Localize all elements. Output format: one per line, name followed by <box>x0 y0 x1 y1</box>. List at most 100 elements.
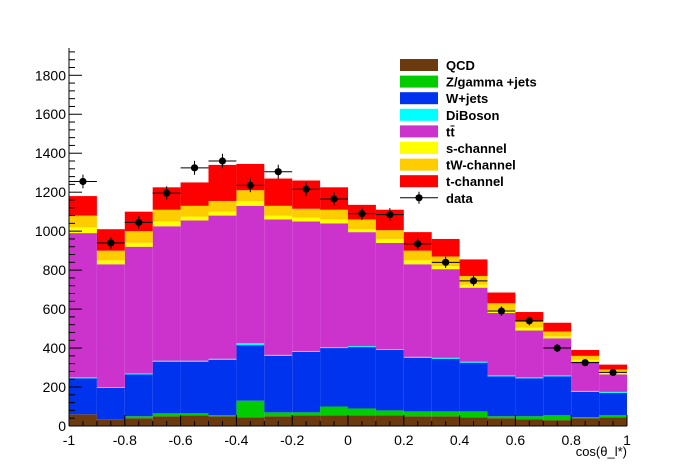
bar-tt-17 <box>543 338 572 376</box>
bar-diboson-7 <box>264 354 293 356</box>
bar-diboson-8 <box>292 350 321 352</box>
bar-w-jets-3 <box>152 361 181 414</box>
bar-s-channel-7 <box>264 215 293 220</box>
bar-w-jets-13 <box>431 358 460 412</box>
legend-entry-s-channel: s-channel <box>400 141 507 156</box>
bar-w-jets-9 <box>320 348 348 407</box>
data-marker-8 <box>302 185 310 193</box>
bar-diboson-2 <box>124 373 153 375</box>
legend-label-tw-channel: tW-channel <box>446 158 516 173</box>
bar-t-channel-19 <box>599 364 627 370</box>
stacked-bars <box>69 163 627 426</box>
bar-w-jets-12 <box>403 357 432 412</box>
x-tick-label-3: -0.4 <box>224 432 248 448</box>
bar-s-channel-14 <box>459 284 488 288</box>
bar-tw-channel-12 <box>403 250 432 261</box>
data-marker-15 <box>497 307 506 315</box>
bar-z-gamma-jets-9 <box>320 406 348 416</box>
data-point-16 <box>515 316 544 326</box>
legend-entry-w-jets: W+jets <box>400 91 488 106</box>
x-tick-label-6: 0.2 <box>394 432 414 448</box>
data-point-1 <box>96 237 125 249</box>
data-marker-11 <box>386 210 394 219</box>
bar-w-jets-18 <box>571 391 600 418</box>
data-marker-13 <box>442 258 450 266</box>
bar-z-gamma-jets-13 <box>431 411 460 417</box>
y-tick-label-9: 1800 <box>35 67 66 83</box>
data-point-3 <box>152 186 181 200</box>
data-point-2 <box>124 216 153 229</box>
data-marker-4 <box>190 164 199 172</box>
bar-s-channel-9 <box>320 219 348 224</box>
bar-tw-channel-3 <box>152 209 181 222</box>
y-tick-label-4: 800 <box>43 262 67 278</box>
bar-diboson-5 <box>208 358 237 360</box>
bar-tw-channel-6 <box>236 190 265 201</box>
legend-entry-tw-channel: tW-channel <box>400 158 516 173</box>
x-tick-label-8: 0.6 <box>506 432 526 448</box>
bar-s-channel-10 <box>348 229 376 233</box>
bar-diboson-10 <box>348 346 376 348</box>
legend-swatch-w-jets <box>400 92 438 105</box>
bar-qcd-10 <box>348 415 376 426</box>
bar-s-channel-3 <box>152 221 181 227</box>
bar-s-channel-1 <box>96 260 125 265</box>
bar-tt-6 <box>236 205 265 344</box>
data-point-13 <box>431 256 460 268</box>
legend-swatch-t-channel <box>400 175 438 188</box>
bar-tt-9 <box>320 223 348 348</box>
legend-entry-z-gamma-jets: Z/gamma +jets <box>400 75 537 90</box>
bar-t-channel-13 <box>431 238 460 257</box>
bar-tt-7 <box>264 219 293 355</box>
bar-z-gamma-jets-4 <box>180 413 209 416</box>
legend-marker-data <box>415 194 423 202</box>
bar-diboson-9 <box>320 347 348 349</box>
bar-z-gamma-jets-2 <box>124 416 153 419</box>
bar-z-gamma-jets-14 <box>459 411 488 418</box>
bar-w-jets-17 <box>543 376 572 416</box>
data-point-15 <box>487 306 516 316</box>
bar-tt-3 <box>152 226 181 361</box>
bar-t-channel-0 <box>69 196 97 216</box>
data-marker-5 <box>218 157 227 165</box>
x-tick-label-4: -0.2 <box>280 432 304 448</box>
data-point-5 <box>208 153 237 169</box>
data-point-19 <box>599 368 627 377</box>
bar-z-gamma-jets-16 <box>515 416 544 420</box>
axis-ticks: -1 -0.8 -0.6 -0.4 -0.2 0 0.2 0.4 0.6 0.8 1 0 200 400 6… <box>35 51 631 448</box>
bar-s-channel-6 <box>236 200 265 206</box>
bar-diboson-16 <box>515 377 544 379</box>
bar-diboson-18 <box>571 390 600 392</box>
bar-tw-channel-8 <box>292 208 321 218</box>
bar-t-channel-5 <box>208 164 237 201</box>
bar-s-channel-8 <box>292 217 321 222</box>
bar-s-channel-12 <box>403 260 432 265</box>
x-tick-label-5: 0 <box>344 432 352 448</box>
bar-tw-channel-1 <box>96 250 125 261</box>
legend-entry-diboson: DiBoson <box>400 108 500 123</box>
bar-w-jets-16 <box>515 378 544 417</box>
bar-z-gamma-jets-8 <box>292 412 321 416</box>
bar-t-channel-15 <box>487 292 516 304</box>
bar-z-gamma-jets-6 <box>236 400 265 418</box>
x-axis-title: cos(θ_l*) <box>576 444 627 459</box>
data-point-8 <box>292 182 321 197</box>
bar-diboson-19 <box>599 391 627 393</box>
data-marker-17 <box>553 344 561 352</box>
bar-t-channel-7 <box>264 178 293 206</box>
bar-tt-16 <box>515 330 544 378</box>
bar-t-channel-4 <box>180 182 209 206</box>
bar-z-gamma-jets-15 <box>487 416 516 419</box>
bar-w-jets-6 <box>236 345 265 401</box>
legend-swatch-qcd <box>400 59 438 71</box>
bar-tw-channel-11 <box>375 230 404 239</box>
bar-qcd-0 <box>69 414 97 426</box>
bar-w-jets-0 <box>69 378 97 415</box>
bar-tt-13 <box>431 269 460 358</box>
data-point-6 <box>236 178 265 193</box>
bar-s-channel-2 <box>124 242 153 247</box>
bar-s-channel-4 <box>180 216 209 221</box>
data-point-14 <box>459 275 488 287</box>
bar-tt-19 <box>599 374 627 392</box>
data-marker-7 <box>274 168 282 176</box>
